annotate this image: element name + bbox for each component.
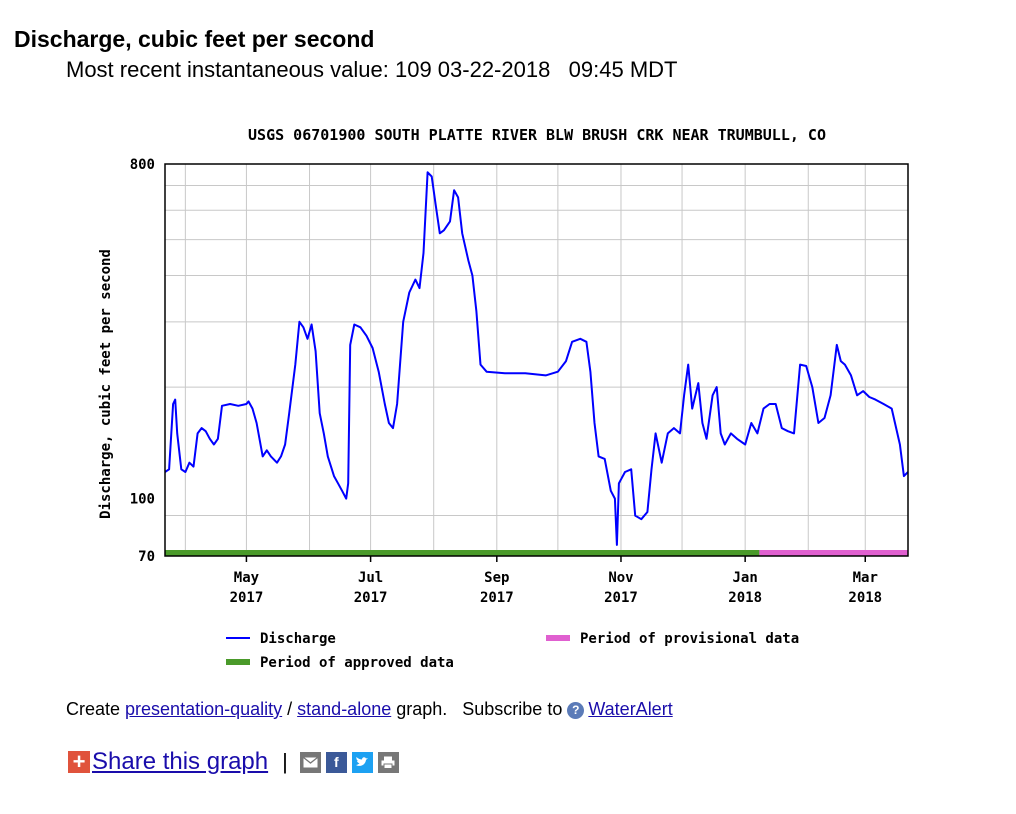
graph-links: Create presentation-quality / stand-alon… [66,699,673,720]
x-tick-month: Nov [608,570,633,586]
y-tick-label: 70 [138,549,155,565]
discharge-line [164,171,909,546]
discharge-chart: USGS 06701900 SOUTH PLATTE RIVER BLW BRU… [98,126,909,671]
page-title: Discharge, cubic feet per second [14,26,375,52]
x-tick-month: Sep [484,570,509,586]
y-ticks: 800 100 70 [130,157,155,565]
legend: Discharge Period of provisional data Perio… [226,631,799,671]
chart-title: USGS 06701900 SOUTH PLATTE RIVER BLW BRU… [248,126,826,144]
share-graph-link[interactable]: Share this graph [92,748,269,775]
recent-value-text: Most recent instantaneous value: 109 03-… [66,57,678,82]
approval-bar [759,550,908,556]
x-tick-year: 2017 [354,590,388,606]
wateralert-link[interactable]: WaterAlert [588,699,673,719]
x-tick-year: 2018 [848,590,882,606]
approval-bar [165,550,760,556]
x-tick-month: Jan [733,570,758,586]
x-tick-month: Mar [853,570,878,586]
x-tick-month: Jul [358,570,383,586]
y-tick-label: 800 [130,157,155,173]
gridlines [165,164,908,556]
approval-bars [165,550,908,556]
legend-label: Period of approved data [260,655,454,671]
y-tick-label: 100 [130,492,155,508]
x-ticks: May 2017 Jul 2017 Sep 2017 Nov 2017 Jan 2018 Mar 20… [230,556,882,606]
create-prefix: Create [66,699,126,719]
x-tick-month: May [234,570,260,586]
graph-suffix-text: graph. Subscribe to [391,699,568,719]
twitter-icon[interactable] [351,751,373,773]
facebook-icon[interactable]: f [325,751,347,773]
help-icon[interactable]: ? [567,702,585,719]
share-plus-icon[interactable]: + [68,751,90,773]
slash-text: / [282,699,298,719]
legend-label: Period of provisional data [580,631,799,647]
data-series [164,171,909,546]
share-separator: | [282,749,288,774]
y-axis-label: Discharge, cubic feet per second [98,249,114,519]
x-tick-year: 2017 [604,590,638,606]
legend-label: Discharge [260,631,336,647]
x-tick-year: 2018 [728,590,762,606]
share-row: + Share this graph | f [68,748,404,776]
email-icon[interactable] [299,751,321,773]
plot-border [164,163,909,557]
print-icon[interactable] [377,751,399,773]
x-tick-year: 2017 [480,590,514,606]
x-tick-year: 2017 [230,590,264,606]
stand-alone-link[interactable]: stand-alone [297,699,392,719]
presentation-quality-link[interactable]: presentation-quality [125,699,283,719]
